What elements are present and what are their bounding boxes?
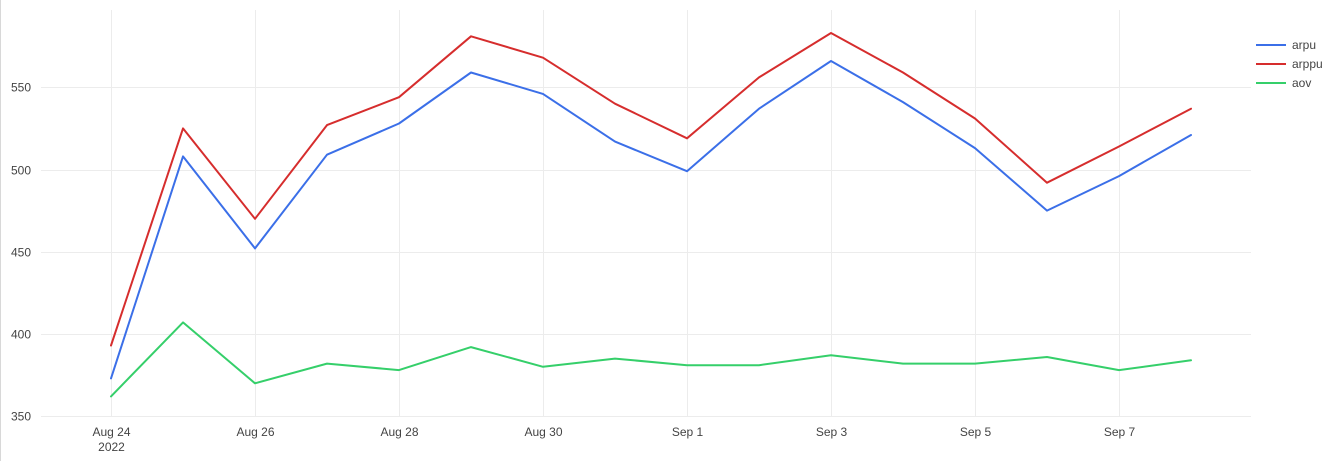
x-tick-label: Aug 28 (380, 425, 418, 439)
x-tick-label: Sep 7 (1104, 425, 1136, 439)
x-tick-year-label: 2022 (98, 440, 125, 454)
legend-item-arpu[interactable]: arpu (1256, 38, 1316, 52)
x-tick-label: Sep 5 (960, 425, 992, 439)
y-tick-label: 350 (11, 410, 31, 424)
legend-label: arppu (1292, 57, 1323, 71)
y-tick-label: 400 (11, 328, 31, 342)
grid (41, 10, 1251, 417)
y-tick-label: 500 (11, 164, 31, 178)
y-tick-label: 550 (11, 81, 31, 95)
legend: arpu arppu aov (1256, 38, 1323, 90)
y-tick-label: 450 (11, 246, 31, 260)
x-tick-label: Aug 24 (92, 425, 130, 439)
x-tick-label: Sep 1 (672, 425, 704, 439)
legend-item-arppu[interactable]: arppu (1256, 57, 1323, 71)
x-tick-label: Aug 30 (524, 425, 562, 439)
y-axis-ticks: 350 400 450 500 550 (11, 81, 31, 424)
series-lines (110, 32, 1192, 398)
legend-label: aov (1292, 76, 1311, 90)
x-tick-label: Aug 26 (236, 425, 274, 439)
series-line-arppu (110, 32, 1192, 347)
series-line-aov (110, 321, 1192, 398)
legend-item-aov[interactable]: aov (1256, 76, 1311, 90)
series-line-arpu (110, 60, 1192, 380)
x-tick-label: Sep 3 (816, 425, 848, 439)
legend-label: arpu (1292, 38, 1316, 52)
